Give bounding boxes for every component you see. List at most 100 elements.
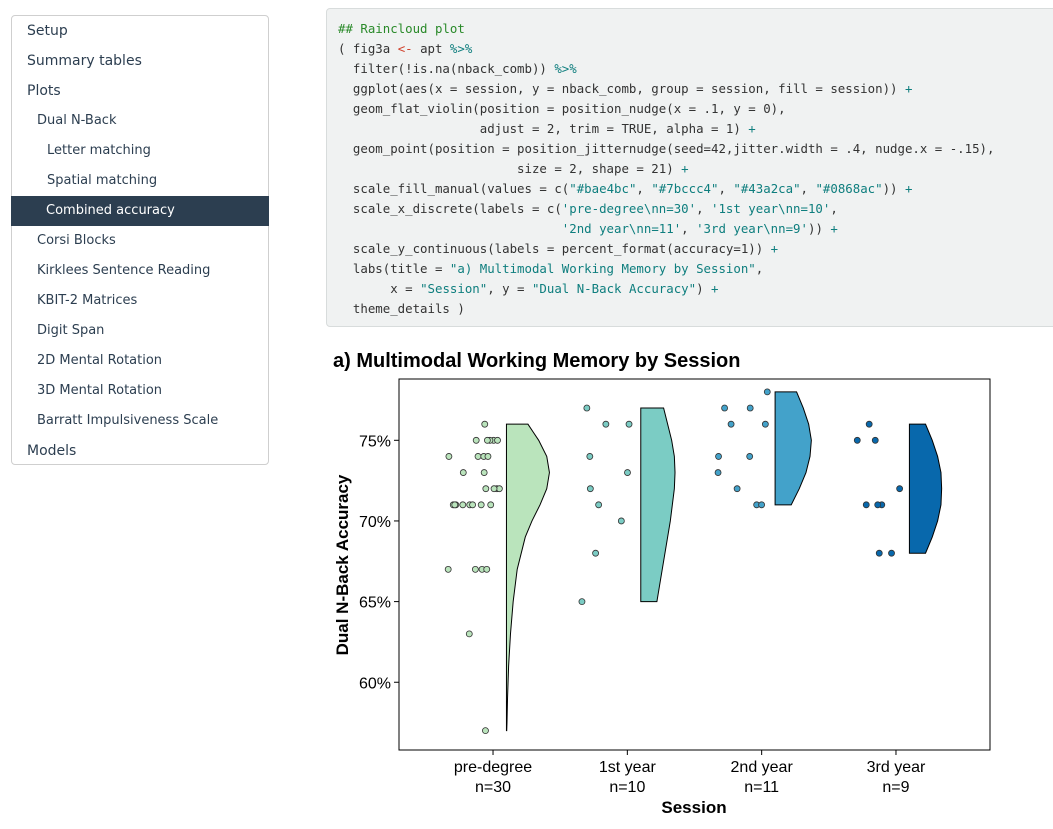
toc-item-dual-n-back[interactable]: Dual N-Back [37, 113, 117, 128]
toc-item-corsi-blocks[interactable]: Corsi Blocks [37, 233, 116, 248]
violin-3rd-year [908, 423, 943, 554]
code-token: ggplot(aes(x = session, y = nback_comb, … [338, 81, 905, 96]
code-token: labs(title = [338, 261, 450, 276]
code-token: , [755, 261, 764, 276]
toc-sidebar: Setup Summary tables Plots Dual N-Back Lette… [11, 15, 269, 465]
data-point [445, 453, 453, 460]
data-point [874, 501, 882, 509]
toc-item-summary-tables[interactable]: Summary tables [27, 53, 142, 69]
code-token: "a) Multimodal Working Memory by Session… [449, 261, 756, 276]
data-point [482, 727, 489, 735]
x-tick-label: 3rd year [867, 759, 926, 776]
data-point [715, 453, 722, 460]
data-point [595, 501, 603, 509]
data-point [472, 436, 480, 444]
data-point [483, 565, 491, 573]
data-point [444, 565, 452, 573]
code-token: , y = [487, 281, 532, 296]
data-point [459, 469, 467, 476]
data-point [875, 549, 883, 557]
violin-pre-degree [505, 423, 550, 732]
chart-title: a) Multimodal Working Memory by Session [333, 350, 740, 372]
data-point [586, 485, 594, 493]
code-token [338, 221, 562, 236]
x-tick-label: 1st year [599, 759, 657, 776]
code-token: filter(!is.na(nback_comb)) [338, 61, 555, 76]
data-point [746, 453, 754, 460]
data-point [471, 565, 479, 573]
data-point [871, 436, 879, 444]
code-line: geom_flat_violin(position = position_nud… [338, 99, 1053, 119]
data-point [480, 469, 488, 476]
code-token: %>% [554, 61, 577, 76]
toc-item-setup[interactable]: Setup [27, 23, 68, 39]
data-point [451, 501, 459, 509]
code-token: scale_fill_manual(values = c( [338, 181, 570, 196]
code-line: size = 2, shape = 21) + [338, 159, 1053, 179]
code-token: "#bae4bc" [569, 181, 637, 196]
data-point [761, 420, 769, 428]
code-token: , [636, 181, 652, 196]
data-point [714, 469, 722, 476]
data-point [583, 404, 591, 412]
code-token: , [718, 181, 734, 196]
code-token: "Dual N-Back Accuracy" [531, 281, 697, 296]
code-line: theme_details ) [338, 299, 1053, 319]
data-point [896, 485, 904, 493]
code-token: 'pre-degree\nn=30' [561, 201, 697, 216]
data-point [469, 501, 476, 509]
code-token: + [904, 81, 913, 96]
code-token: "#43a2ca" [733, 181, 801, 196]
code-line: geom_point(position = position_jitternud… [338, 139, 1053, 159]
data-point [483, 436, 491, 444]
code-token: , [800, 181, 816, 196]
toc-item-3d-mental-rotation[interactable]: 3D Mental Rotation [37, 383, 163, 398]
x-tick-label: n=9 [882, 779, 909, 796]
data-point [459, 501, 467, 509]
y-tick-label: 65% [359, 595, 391, 612]
code-line: scale_y_continuous(labels = percent_form… [338, 239, 1053, 259]
toc-item-models[interactable]: Models [27, 443, 77, 459]
x-tick-label: n=30 [475, 779, 511, 796]
toc-item-spatial-matching[interactable]: Spatial matching [47, 173, 158, 188]
data-point [494, 436, 501, 444]
data-point [853, 436, 861, 444]
data-point [477, 501, 485, 509]
x-tick-label: pre-degree [454, 759, 532, 776]
toc-item-plots[interactable]: Plots [27, 83, 61, 99]
code-token: theme_details ) [338, 301, 465, 316]
code-token: )) [882, 181, 905, 196]
data-point [481, 420, 489, 428]
code-token: + [711, 281, 719, 296]
raincloud-chart: a) Multimodal Working Memory by Session … [333, 350, 991, 817]
data-point [758, 501, 766, 509]
toc-item-kirklees-sentence-reading[interactable]: Kirklees Sentence Reading [37, 263, 211, 278]
data-point [617, 517, 625, 525]
plot-panel [398, 378, 991, 751]
code-line: x = "Session", y = "Dual N-Back Accuracy… [338, 279, 1053, 299]
code-token: scale_x_discrete(labels = c( [338, 201, 562, 216]
code-token: geom_point(position = position_jitternud… [338, 141, 995, 156]
toc-item-digit-span[interactable]: Digit Span [37, 323, 105, 338]
code-line: adjust = 2, trim = TRUE, alpha = 1) + [338, 119, 1053, 139]
y-tick-label: 70% [359, 514, 391, 531]
code-line: ( fig3a <- apt %>% [338, 39, 1053, 59]
data-point [465, 630, 473, 638]
data-point [482, 485, 490, 493]
x-tick-label: n=11 [744, 779, 779, 796]
toc-item-letter-matching[interactable]: Letter matching [47, 143, 151, 158]
toc-item-combined-accuracy[interactable]: Combined accuracy [11, 196, 269, 226]
toc-item-2d-mental-rotation[interactable]: 2D Mental Rotation [37, 353, 163, 368]
code-block[interactable]: ## Raincloud plot ( fig3a <- apt %>% filt… [326, 8, 1053, 327]
toc-item-kbit-2-matrices[interactable]: KBIT-2 Matrices [37, 293, 138, 308]
code-token: + [770, 241, 779, 256]
code-token: "#0868ac" [815, 181, 883, 196]
toc-item-barratt-impulsiveness-scale[interactable]: Barratt Impulsiveness Scale [37, 413, 219, 428]
code-token: + [681, 161, 689, 176]
code-token: , [696, 201, 711, 216]
code-line: '2nd year\nn=11', '3rd year\nn=9')) + [338, 219, 1053, 239]
code-token: , [830, 201, 838, 216]
code-token: ( fig3a [338, 41, 398, 56]
code-token: ## Raincloud plot [338, 21, 465, 36]
code-token: adjust = 2, trim = TRUE, alpha = 1) [338, 121, 749, 136]
